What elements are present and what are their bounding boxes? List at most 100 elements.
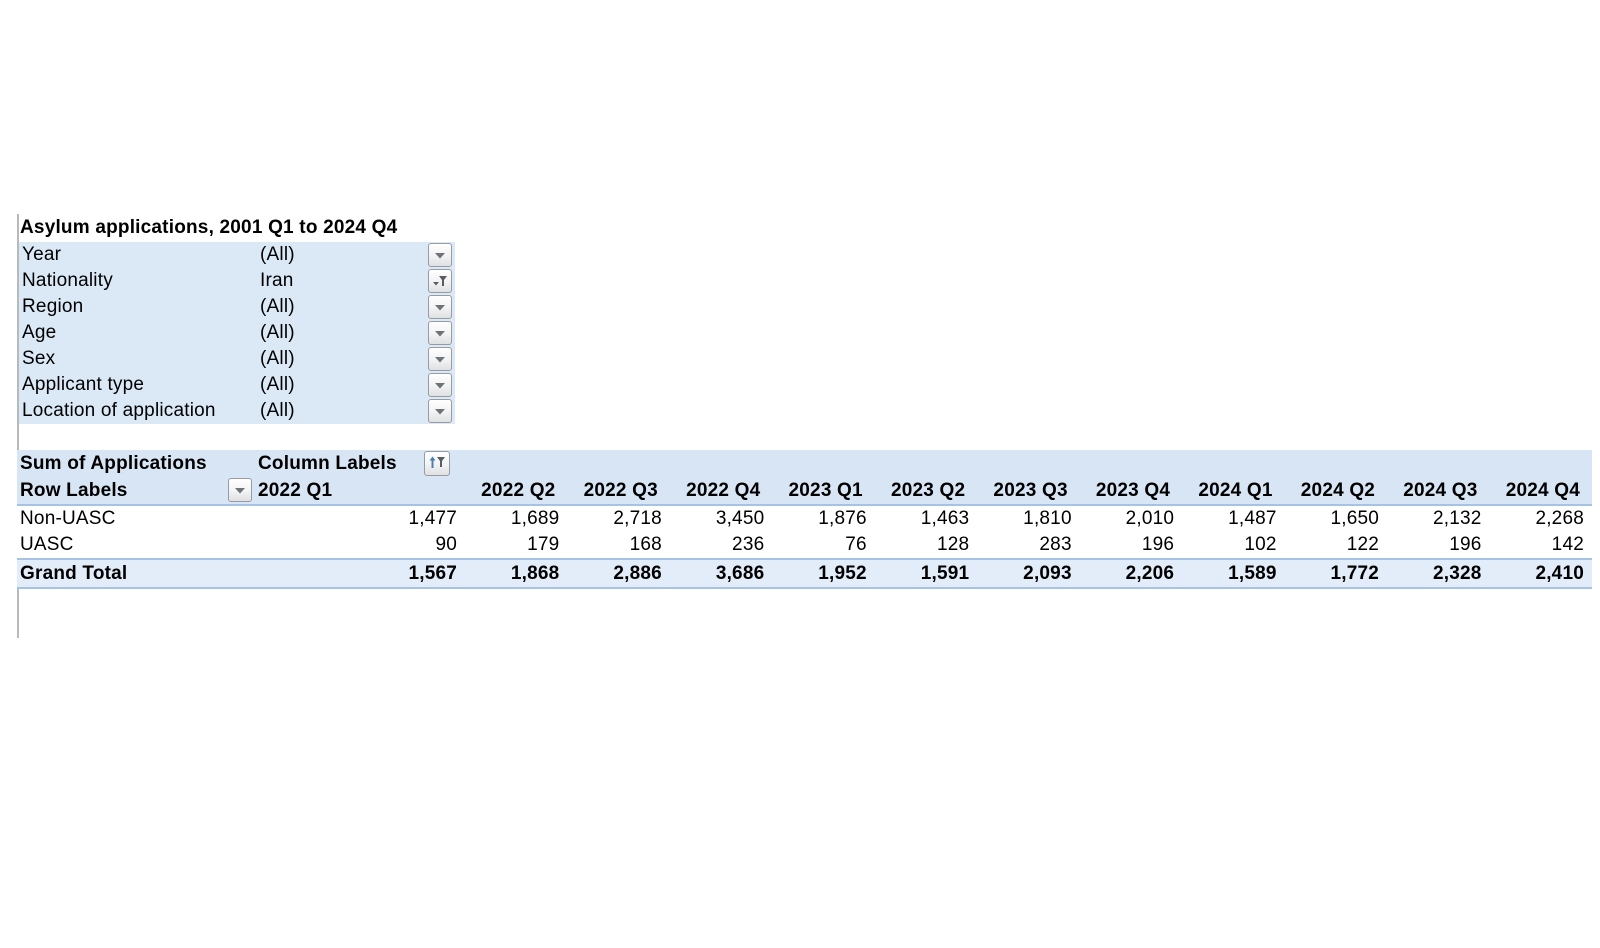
value-cell: 142: [1551, 534, 1584, 555]
filter-funnel-icon: [432, 274, 448, 288]
filter-row-region: Region (All): [19, 294, 455, 320]
pivot-table: Sum of Applications Column Labels Row La…: [17, 450, 1592, 589]
column-header: 2024 Q2: [1300, 480, 1376, 501]
measure-label: Sum of Applications: [20, 453, 207, 474]
filter-label: Location of application: [22, 400, 216, 421]
value-cell: 1,810: [1023, 508, 1072, 529]
row-label: Non-UASC: [20, 508, 116, 529]
value-cell: 2,886: [613, 563, 662, 584]
value-cell: 2,410: [1535, 563, 1584, 584]
value-cell: 196: [1141, 534, 1175, 555]
value-cell: 1,487: [1228, 508, 1277, 529]
row-labels-dropdown-button[interactable]: [228, 478, 252, 502]
chevron-down-icon: [434, 304, 446, 311]
filter-value: (All): [260, 296, 295, 317]
value-cell: 1,463: [920, 508, 970, 529]
value-cell: 1,689: [510, 508, 560, 529]
table-row-uasc: UASC 90 179 168 236 76 128 283 196 102 1…: [17, 532, 1592, 558]
value-cell: 1,868: [510, 563, 560, 584]
column-header: 2023 Q4: [1095, 480, 1171, 501]
column-header: 2022 Q3: [583, 480, 658, 501]
column-labels-label: Column Labels: [258, 453, 397, 474]
row-label: Grand Total: [20, 563, 128, 584]
value-cell: 2,132: [1432, 508, 1482, 529]
value-cell: 179: [527, 534, 560, 555]
value-cell: 90: [435, 534, 457, 555]
filter-value: Iran: [260, 270, 294, 291]
filter-label: Applicant type: [22, 374, 145, 395]
filter-label: Year: [22, 244, 62, 265]
filter-label: Region: [22, 296, 84, 317]
filter-row-age: Age (All): [19, 320, 455, 346]
value-cell: 3,686: [715, 563, 765, 584]
value-cell: 168: [629, 534, 662, 555]
chevron-down-icon: [234, 487, 246, 494]
column-header: 2024 Q3: [1403, 480, 1478, 501]
value-cell: 1,589: [1228, 563, 1277, 584]
value-cell: 76: [845, 534, 867, 555]
filter-value: (All): [260, 244, 295, 265]
row-labels-label: Row Labels: [20, 480, 128, 501]
value-cell: 283: [1039, 534, 1072, 555]
sheet-left-gridline: [17, 214, 19, 638]
region-filter-dropdown-button[interactable]: [428, 295, 452, 319]
filter-row-year: Year (All): [19, 242, 455, 268]
value-cell: 2,206: [1125, 563, 1175, 584]
column-header: 2022 Q1: [258, 480, 333, 501]
column-header: 2023 Q3: [993, 480, 1068, 501]
column-header: 2024 Q4: [1505, 480, 1580, 501]
value-cell: 1,567: [408, 563, 457, 584]
column-header: 2023 Q1: [788, 480, 863, 501]
filter-value: (All): [260, 348, 295, 369]
value-cell: 122: [1346, 534, 1380, 555]
row-label: UASC: [20, 534, 74, 555]
chevron-down-icon: [434, 408, 446, 415]
filter-value: (All): [260, 322, 295, 343]
column-header: 2023 Q2: [890, 480, 966, 501]
value-cell: 2,093: [1023, 563, 1072, 584]
value-cell: 2,010: [1125, 508, 1175, 529]
location-filter-dropdown-button[interactable]: [428, 399, 452, 423]
table-row-grand-total: Grand Total 1,567 1,868 2,886 3,686 1,95…: [17, 558, 1592, 589]
value-cell: 2,268: [1535, 508, 1584, 529]
sort-ascending-filter-icon: [429, 455, 446, 472]
filter-label: Nationality: [22, 270, 113, 291]
column-header: 2024 Q1: [1198, 480, 1273, 501]
chevron-down-icon: [434, 330, 446, 337]
filter-row-sex: Sex (All): [19, 346, 455, 372]
filter-label: Age: [22, 322, 57, 343]
filter-row-applicant-type: Applicant type (All): [19, 372, 455, 398]
chevron-down-icon: [434, 382, 446, 389]
nationality-filter-dropdown-button[interactable]: [428, 269, 452, 293]
value-cell: 102: [1244, 534, 1277, 555]
value-cell: 128: [936, 534, 970, 555]
page-title: Asylum applications, 2001 Q1 to 2024 Q4: [20, 217, 398, 238]
chevron-down-icon: [434, 356, 446, 363]
filter-row-nationality: Nationality Iran: [19, 268, 455, 294]
value-cell: 1,952: [818, 563, 867, 584]
age-filter-dropdown-button[interactable]: [428, 321, 452, 345]
pivot-filter-block: Year (All) Nationality Iran Reg: [19, 242, 455, 424]
value-cell: 1,876: [818, 508, 867, 529]
column-header: 2022 Q4: [686, 480, 761, 501]
filter-label: Sex: [22, 348, 56, 369]
pivot-header-row-2: Row Labels 2022 Q1 2022 Q2 2022 Q3 2022 …: [17, 477, 1592, 506]
value-cell: 236: [732, 534, 765, 555]
value-cell: 196: [1449, 534, 1482, 555]
chevron-down-icon: [434, 252, 446, 259]
value-cell: 1,591: [920, 563, 970, 584]
value-cell: 2,718: [613, 508, 662, 529]
sex-filter-dropdown-button[interactable]: [428, 347, 452, 371]
pivot-header-row-1: Sum of Applications Column Labels: [17, 450, 1592, 477]
value-cell: 1,772: [1330, 563, 1380, 584]
value-cell: 3,450: [715, 508, 765, 529]
filter-value: (All): [260, 400, 295, 421]
table-row-non-uasc: Non-UASC 1,477 1,689 2,718 3,450 1,876 1…: [17, 506, 1592, 532]
column-header: 2022 Q2: [481, 480, 556, 501]
applicant-type-filter-dropdown-button[interactable]: [428, 373, 452, 397]
value-cell: 1,650: [1330, 508, 1380, 529]
year-filter-dropdown-button[interactable]: [428, 243, 452, 267]
filter-value: (All): [260, 374, 295, 395]
column-labels-filter-button[interactable]: [424, 451, 450, 476]
